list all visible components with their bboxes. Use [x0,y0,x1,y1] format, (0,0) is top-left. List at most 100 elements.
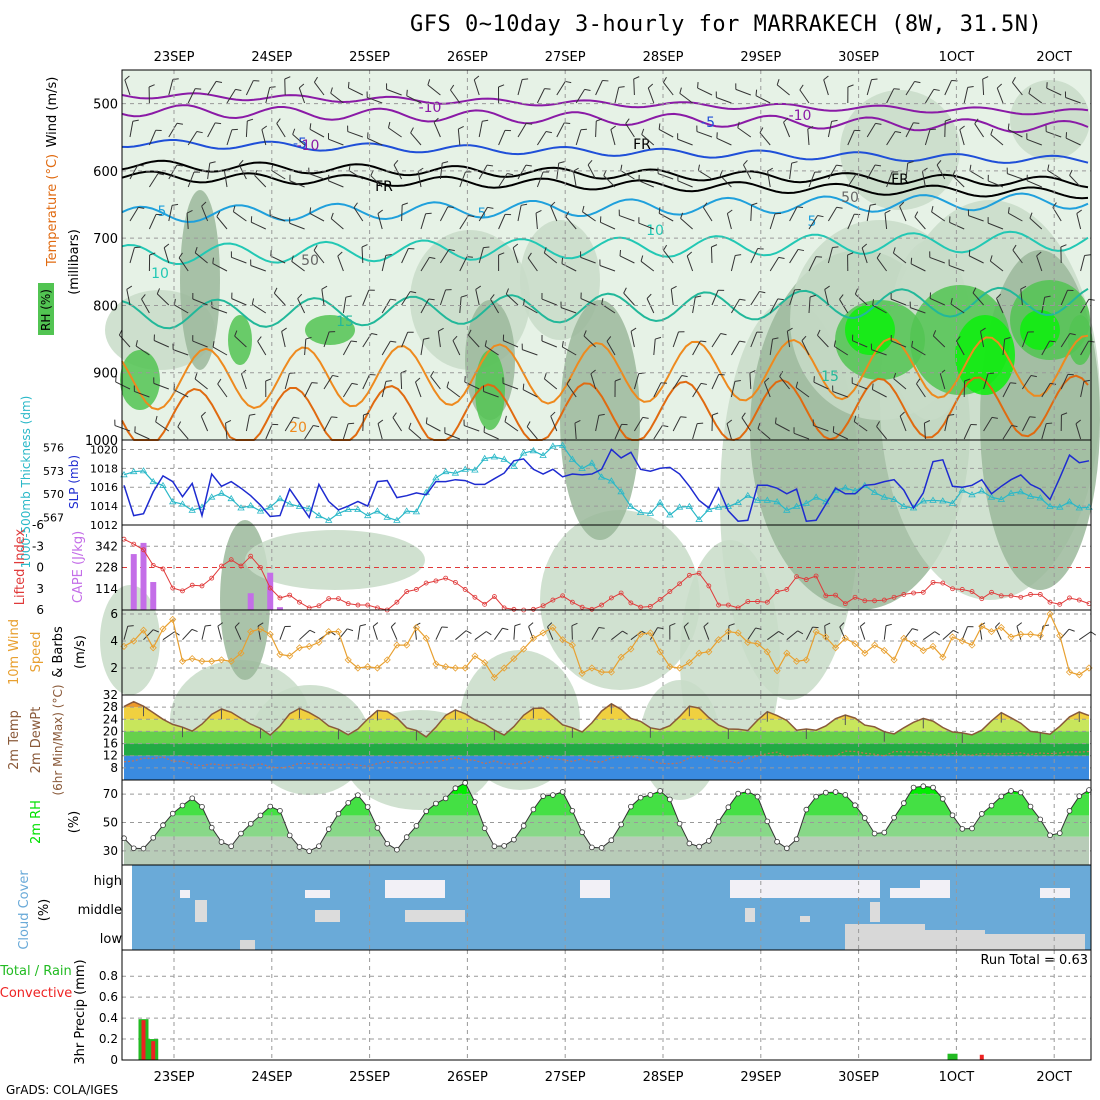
wind-speed-point [568,641,576,649]
wind-barb [686,251,693,257]
lifted-index-point [492,594,497,599]
rh-shading [845,305,895,355]
lifted-index-point [618,590,624,596]
lifted-index-point [1067,595,1072,601]
wind-barb [1021,331,1029,348]
wind-barb [370,175,383,188]
rh-point [667,796,673,803]
wind-speed-point [169,615,177,623]
wind-barb [606,340,616,356]
wind-barb [459,171,466,188]
wind-barb [658,212,674,222]
wind-barb [507,173,514,176]
wind-barb [543,247,547,254]
wind-barb [194,373,198,380]
wind-barb [135,345,150,356]
rh-point [481,825,488,832]
wind-barb [442,161,449,164]
rh-point [501,843,507,849]
thickness-point [529,447,538,454]
wind-barb [703,626,710,640]
wind-barb [759,132,771,146]
wind-barb [630,327,637,332]
wind-barb [323,331,330,348]
wind-barb [730,381,736,398]
wind-barb [1012,82,1023,96]
wind-barb [305,336,312,340]
wind-barb [929,256,945,264]
wind-barb [1029,212,1033,219]
wind-barb [799,84,804,91]
wind-barb [580,256,596,264]
panel-cape-li: -6 -3 0 3 6 114 228 342 Lifted Index CAPE (J/kg) [13,518,1092,617]
chart-title: GFS 0~10day 3-hourly for MARRAKECH (8W, … [410,12,1043,37]
wind-barb [235,88,242,92]
wind-barb [996,87,1004,104]
wind-barb [439,249,450,264]
wind-barb [711,244,718,248]
wind-barb [1029,217,1043,230]
wind-barb [1080,255,1086,272]
wind-barb [377,419,384,424]
wind-speed-point [432,660,440,668]
wind-barb [1068,628,1075,632]
wind-barb [415,377,421,383]
wind-barb [564,122,571,124]
contour-label: 50 [841,190,859,206]
wind-barb [522,349,538,356]
date-tick: 30SEP [838,50,879,65]
wind-barb [1008,212,1023,222]
thickness-point [617,488,625,495]
axis-label: (%) [37,899,52,922]
wind-barb [692,340,701,356]
wind-barb [234,622,240,628]
y-tick-label: 567 [43,511,64,524]
wind-barb [446,381,450,388]
wind-barb [517,123,527,138]
panel-cloud-cover: high middle low Cloud Cover (%) [17,864,1092,951]
wind-barb [205,624,212,627]
rh-point [169,810,176,817]
rh-point [286,832,293,839]
wind-barb [1080,340,1090,356]
rh-shading [120,350,160,410]
wind-barb [153,629,159,633]
wind-barb [959,125,965,131]
wind-barb [245,415,250,432]
wind-barb [695,295,702,298]
thickness-point [432,474,440,481]
wind-speed-point [588,664,596,672]
wind-barb [832,246,839,249]
lifted-index-point [267,585,273,591]
y-tick-label: 576 [43,442,64,455]
wind-barb [168,79,174,96]
rh-point [871,830,878,837]
thickness-point [997,495,1006,502]
isotherm-line [121,170,1089,200]
wind-barb [801,335,807,341]
thickness-point [285,500,294,507]
wind-barb [595,415,600,432]
wind-barb [401,248,409,264]
wind-barb [200,416,209,432]
y-tick-label: 12 [103,749,118,763]
wind-barb [162,631,175,641]
lifted-index-point [657,596,663,602]
axis-label: 1000-500mb Thickness (dm) [19,396,33,569]
wind-barb [289,180,305,188]
lifted-index-point [852,594,858,600]
lifted-index-point [911,590,916,596]
lifted-index-point [141,547,146,553]
thickness-point [578,464,586,472]
wind-barb [460,294,468,298]
wind-barb [892,247,896,254]
lifted-index-point [979,596,985,602]
lifted-index-point [833,592,838,598]
wind-barb [438,327,444,332]
thickness-point [168,498,177,505]
wind-barb [478,164,488,180]
wind-barb [420,213,427,230]
cape-bar [276,607,283,610]
wind-barb [561,340,564,348]
wind-barb [923,423,926,440]
